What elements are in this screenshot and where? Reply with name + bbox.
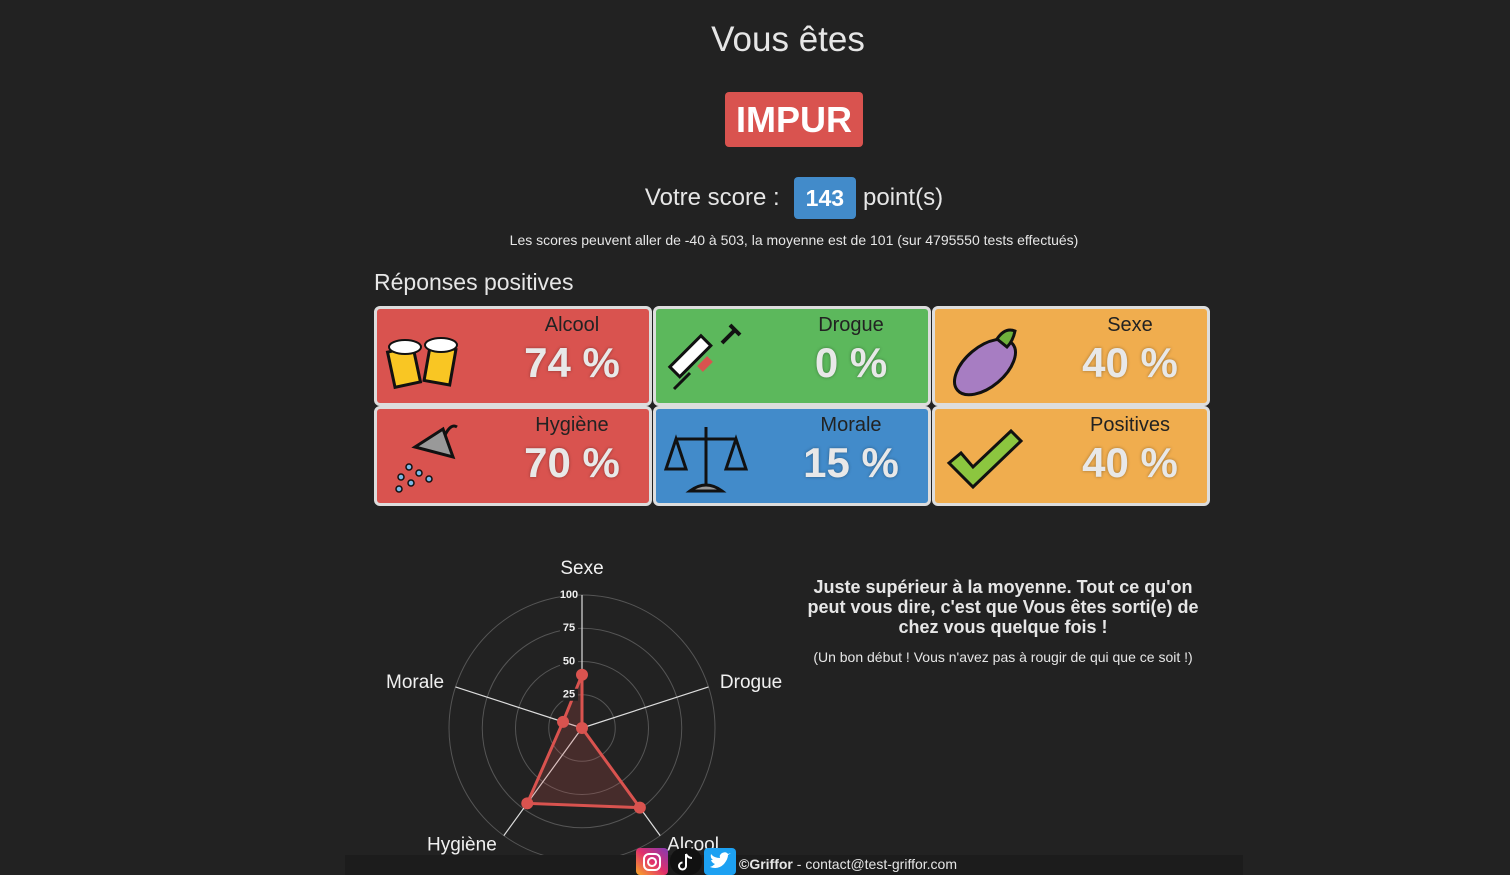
- category-label: Drogue: [720, 672, 782, 693]
- beer-icon: [385, 337, 458, 390]
- cards: Alcool 74 % Drogue 0 % Sexe 40 % Hygiène…: [374, 306, 1211, 506]
- card-value: 0 %: [814, 339, 888, 386]
- tick-label-bg: [560, 655, 578, 668]
- radar-point: [521, 797, 534, 810]
- footer-text: ©Griffor - contact@test-griffor.com: [739, 856, 957, 872]
- r-tick-label: 50: [563, 655, 575, 667]
- card-name: Drogue: [818, 314, 884, 336]
- shower-icon: [395, 424, 458, 493]
- card: Morale 15 %: [653, 406, 931, 506]
- card-value: 70 %: [524, 439, 620, 486]
- range-note: Les scores peuvent aller de -40 à 503, l…: [509, 232, 1079, 248]
- spoke: [503, 727, 583, 836]
- social-icons: [636, 848, 736, 875]
- radar-area: [525, 674, 643, 810]
- radar-point: [576, 722, 588, 734]
- card-name: Morale: [820, 414, 882, 436]
- scales-icon: [663, 427, 749, 493]
- card-name: Alcool: [544, 314, 600, 336]
- card-name: Sexe: [1107, 314, 1153, 336]
- card-value: 74 %: [524, 339, 620, 386]
- check-icon: [946, 428, 1024, 490]
- score-label: Votre score :: [644, 184, 780, 211]
- cards-title: Réponses positives: [374, 269, 574, 295]
- card-value: 40 %: [1082, 439, 1178, 486]
- card: Hygiène 70 %: [374, 406, 652, 506]
- r-tick-label: 25: [563, 689, 575, 701]
- card: Drogue 0 %: [653, 306, 931, 406]
- tick-label-bg: [560, 688, 578, 701]
- radar-point: [557, 715, 570, 728]
- card-name: Hygiène: [535, 414, 609, 436]
- category-label: Sexe: [560, 558, 603, 579]
- eggplant-icon: [953, 328, 1017, 397]
- verdict-text: Juste supérieur à la moyenne. Tout ce qu…: [807, 577, 1199, 637]
- card: Alcool 74 %: [374, 306, 652, 406]
- tick-label-bg: [560, 589, 578, 601]
- footer-brand: ©Griffor: [739, 856, 793, 872]
- spoke: [581, 686, 709, 729]
- verdict-note: (Un bon début ! Vous n'avez pas à rougir…: [813, 649, 1193, 665]
- card-value: 15 %: [803, 439, 899, 486]
- tick-label-bg: [560, 622, 578, 635]
- r-tick-label: 75: [563, 622, 575, 634]
- syringe-icon: [667, 323, 742, 391]
- radar-point: [576, 668, 588, 681]
- card: Sexe 40 %: [932, 306, 1210, 406]
- result-badge: IMPUR: [725, 92, 863, 147]
- category-label: Morale: [386, 672, 444, 693]
- card: Positives 40 %: [932, 406, 1210, 506]
- card-name: Positives: [1089, 414, 1171, 436]
- footer: [345, 855, 1243, 875]
- score-badge: 143: [793, 177, 857, 219]
- card-value: 40 %: [1082, 339, 1178, 386]
- score-unit: point(s): [863, 184, 944, 211]
- r-tick-label: 100: [560, 589, 578, 601]
- footer-contact: - contact@test-griffor.com: [796, 856, 957, 872]
- category-label: Hygiène: [427, 834, 497, 855]
- heading: Vous êtes: [711, 20, 865, 59]
- radar-point: [633, 801, 646, 814]
- score-line: Votre score : 143 point(s): [0, 177, 1510, 219]
